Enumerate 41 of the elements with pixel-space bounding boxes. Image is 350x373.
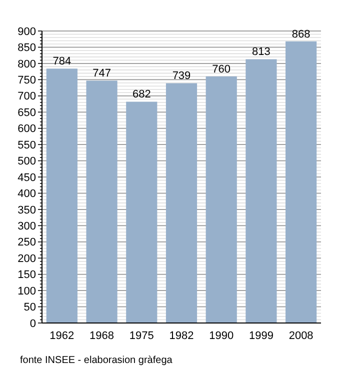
bar [86,80,118,323]
x-tick-label: 1982 [169,330,194,342]
y-tick-label: 850 [18,42,36,54]
x-tick-label: 1975 [129,330,154,342]
y-tick-label: 300 [18,220,36,233]
y-tick-label: 0 [30,318,36,330]
y-tick-label: 200 [18,252,36,265]
y-tick-label: 800 [18,58,36,70]
x-tick-label: 1990 [209,330,234,342]
data-label: 868 [292,28,310,40]
y-tick-label: 550 [18,139,36,152]
y-tick-label: 900 [18,26,36,38]
y-tick-label: 250 [18,236,36,249]
y-tick-label: 750 [18,74,36,87]
y-tick-label: 500 [18,156,36,168]
data-label: 682 [132,88,151,101]
data-label: 760 [212,63,231,76]
bar [46,68,78,323]
bar [246,59,277,323]
y-tick-label: 350 [18,204,36,216]
y-tick-label: 400 [18,188,36,200]
y-tick-label: 650 [18,106,36,119]
data-label: 747 [92,68,111,80]
y-tick-label: 700 [18,90,36,103]
bar [126,102,158,323]
x-tick-label: 1962 [50,330,74,342]
y-tick-label: 100 [18,285,36,298]
source-note: fonte INSEE - elaborasion gràfega [20,355,173,366]
data-label: 784 [52,56,72,68]
x-tick-label: 2008 [288,330,314,342]
data-label: 739 [172,70,191,82]
y-tick-label: 50 [24,302,36,314]
y-tick-label: 600 [18,123,36,136]
bar [166,83,198,323]
bar [286,41,317,323]
x-tick-label: 1968 [90,330,114,342]
x-tick-label: 1999 [248,330,274,342]
y-tick-label: 450 [18,172,36,184]
data-label: 813 [252,46,270,58]
y-tick-label: 150 [18,269,36,282]
bar [206,76,237,323]
